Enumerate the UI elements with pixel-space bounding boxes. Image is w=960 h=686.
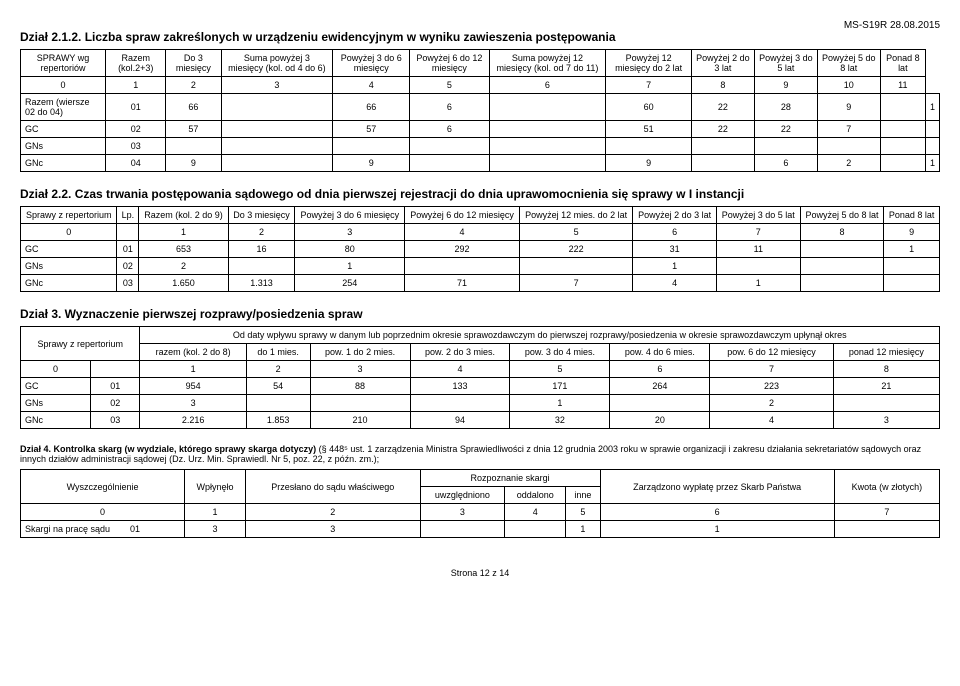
t4-h3: Przesłano do sądu właściwego [245,470,420,504]
section-4-title-row: Dział 4. Kontrolka skarg (w wydziale, kt… [20,444,940,464]
t4-h4c: inne [566,487,600,504]
section-3-title: Dział 3. Wyznaczenie pierwszej rozprawy/… [20,307,940,321]
t3-superheader: Od daty wpływu sprawy w danym lub poprze… [140,327,940,344]
t4-h4a: uwzględniono [420,487,505,504]
doc-id: MS-S19R 28.08.2015 [844,20,940,31]
section-22-title: Dział 2.2. Czas trwania postępowania sąd… [20,187,940,201]
table-3: Sprawy z repertorium Od daty wpływu spra… [20,326,940,429]
section-4-title: Dział 4. Kontrolka skarg (w wydziale, kt… [20,444,316,454]
section-212-title: Dział 2.1.2. Liczba spraw zakreślonych w… [20,30,616,44]
t4-h4: Rozpoznanie skargi [420,470,600,487]
t3-rowhead: Sprawy z repertorium [21,327,140,361]
table-212: SPRAWY wg repertoriówRazem (kol.2+3)Do 3… [20,49,940,172]
table-4: Wyszczególnienie Wpłynęło Przesłano do s… [20,469,940,538]
t4-h5: Zarządzono wypłatę przez Skarb Państwa [600,470,834,504]
t4-h6: Kwota (w złotych) [834,470,939,504]
t4-h1: Wyszczególnienie [21,470,185,504]
table-22: Sprawy z repertoriumLp.Razem (kol. 2 do … [20,206,940,292]
t4-h4b: oddalono [505,487,566,504]
t4-h2: Wpłynęło [185,470,246,504]
page-footer: Strona 12 z 14 [20,568,940,578]
